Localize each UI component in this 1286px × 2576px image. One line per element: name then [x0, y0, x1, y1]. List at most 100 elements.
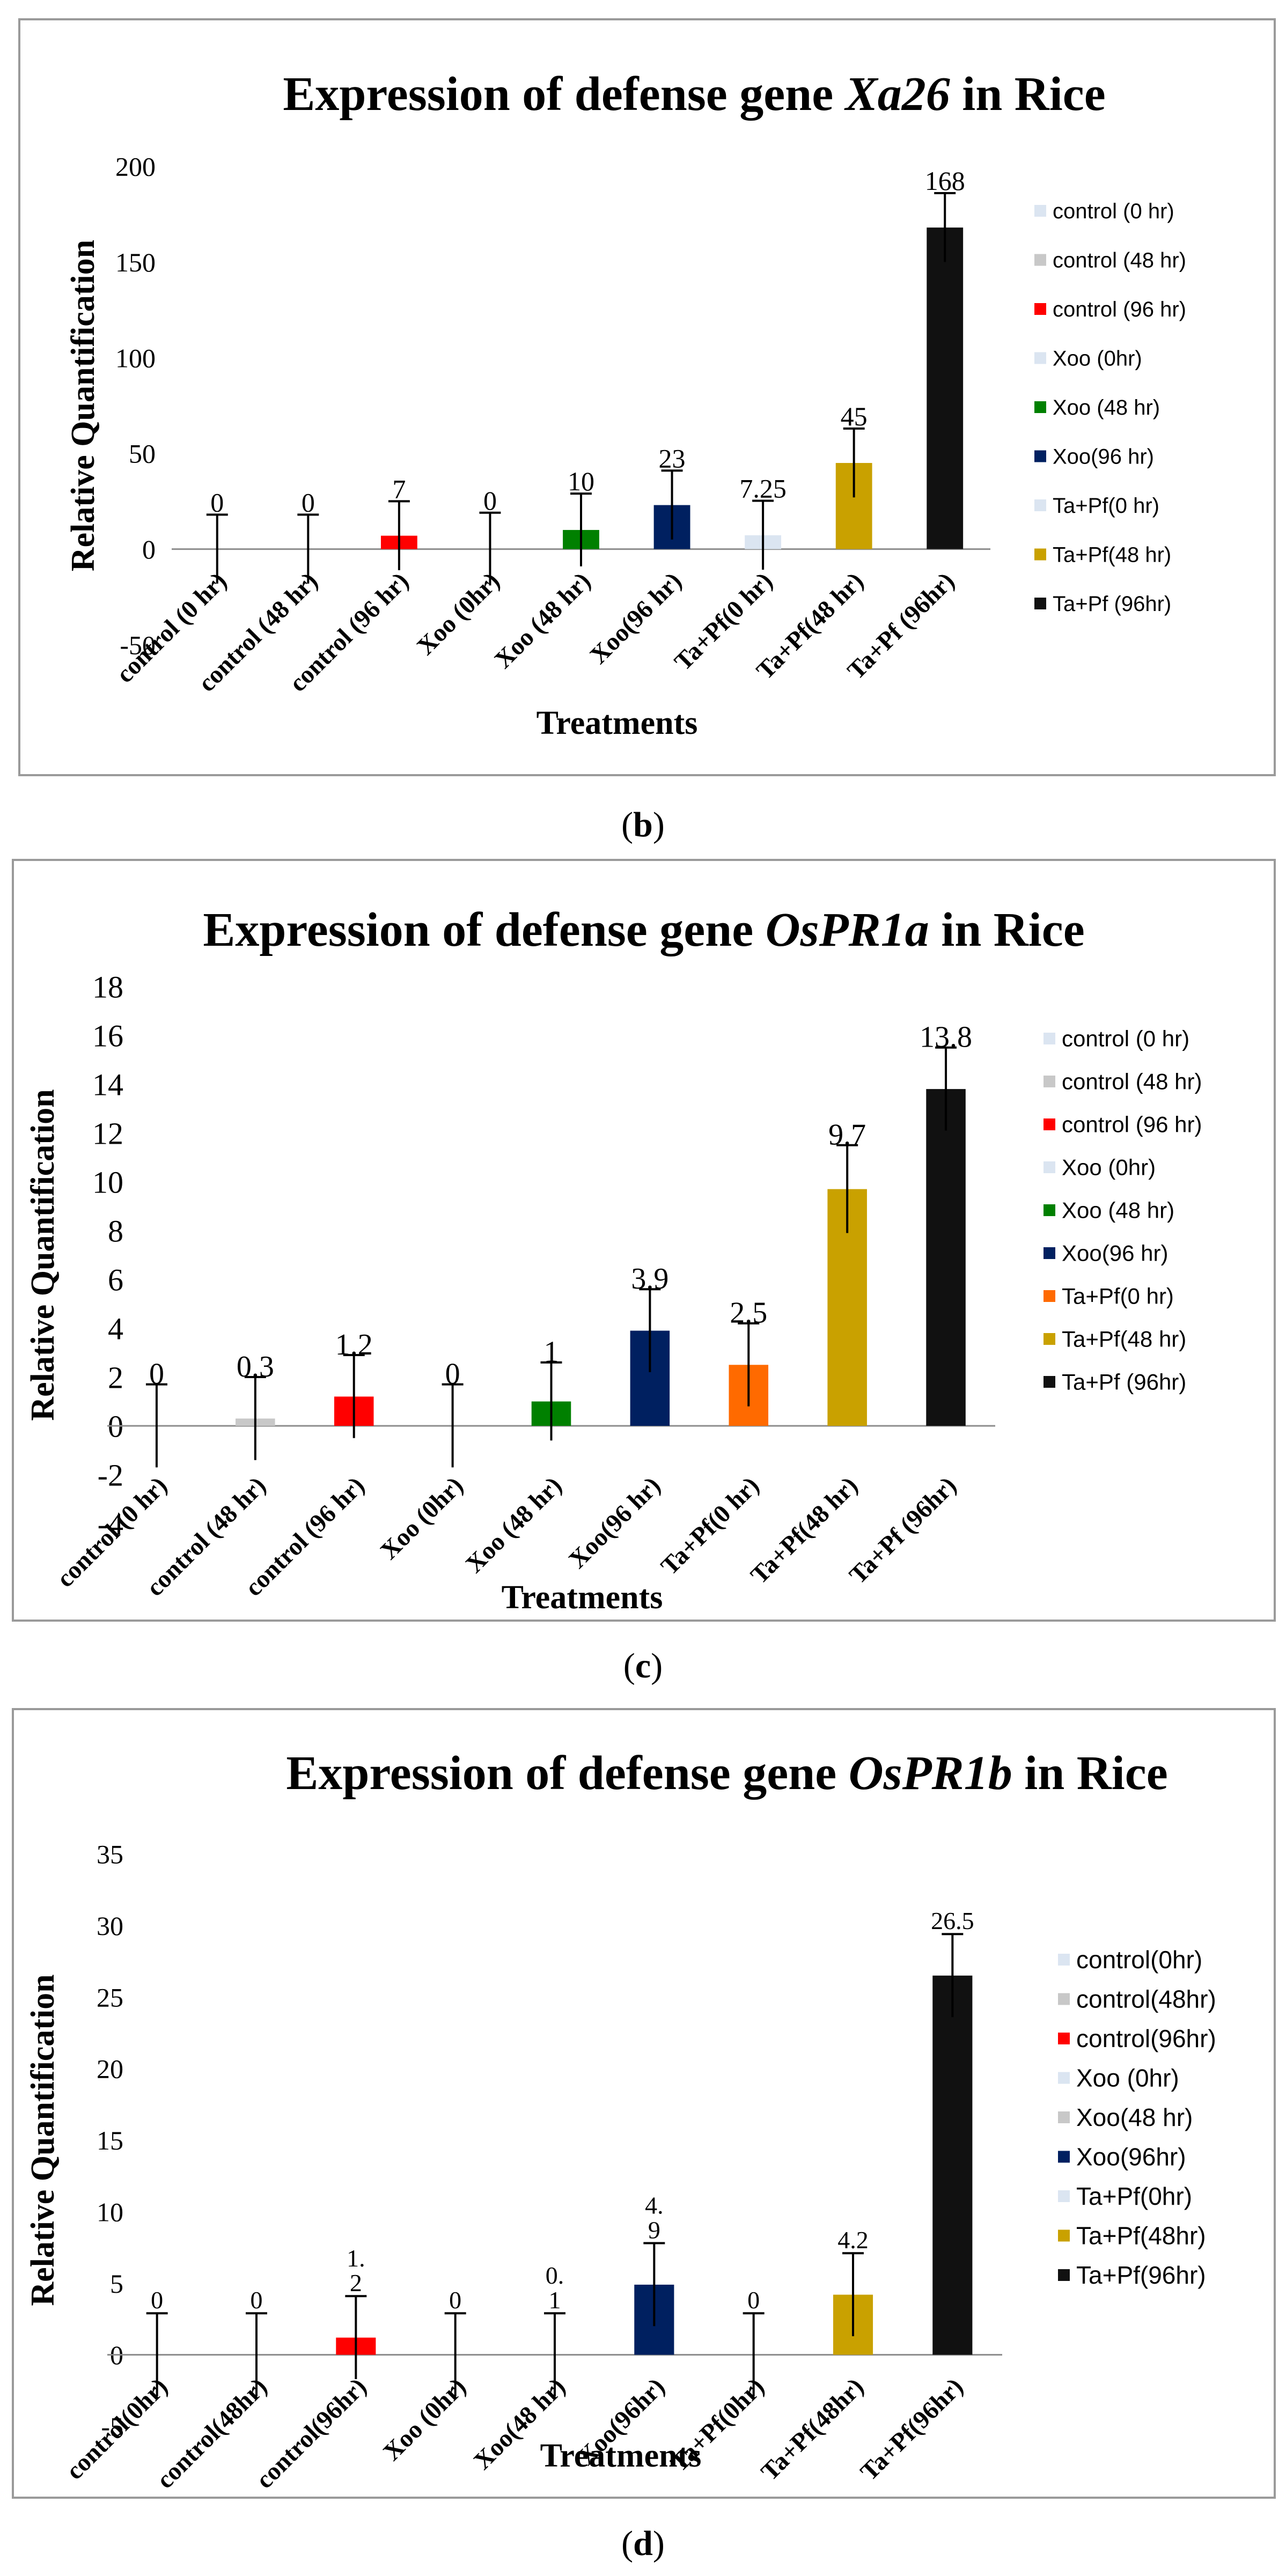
legend-swatch: [1034, 303, 1046, 315]
data-label: 0: [210, 487, 224, 517]
bar: [926, 1089, 966, 1426]
legend-swatch: [1034, 499, 1046, 511]
data-label: 0: [449, 2286, 461, 2314]
data-label: 3.9: [631, 1262, 668, 1296]
y-tick-label: 25: [97, 1982, 123, 2012]
y-tick-label: 2: [108, 1360, 123, 1395]
y-axis-label: Relative Quantification: [25, 1089, 61, 1421]
data-label: 0.3: [237, 1350, 274, 1383]
y-tick-label: 50: [129, 439, 156, 469]
y-tick-label: 0: [142, 534, 156, 564]
legend-swatch: [1058, 2190, 1070, 2202]
x-tick-label: Xoo (0hr): [378, 2373, 471, 2466]
legend-label: Xoo (0hr): [1076, 2064, 1179, 2092]
data-label: 0. 1: [546, 2262, 564, 2314]
data-label: 0: [251, 2286, 263, 2314]
data-label: 2.5: [730, 1297, 767, 1330]
legend-label: Xoo(96 hr): [1053, 445, 1154, 469]
y-tick-label: 18: [92, 969, 123, 1004]
legend-label: Ta+Pf(0 hr): [1062, 1284, 1174, 1309]
data-label: 10: [568, 466, 594, 496]
legend-label: control (96 hr): [1062, 1112, 1202, 1137]
data-label: 0: [149, 1357, 164, 1390]
y-tick-label: 150: [115, 247, 156, 277]
chart-title: Expression of defense gene OsPR1a in Ric…: [203, 903, 1084, 956]
y-tick-label: 12: [92, 1116, 123, 1151]
legend-swatch: [1044, 1076, 1055, 1087]
y-tick-label: 35: [97, 1839, 123, 1870]
legend-label: Xoo (48 hr): [1062, 1198, 1174, 1223]
y-tick-label: 20: [97, 2054, 123, 2084]
legend-label: control (48 hr): [1053, 249, 1186, 273]
y-tick-label: 200: [115, 152, 156, 182]
legend-swatch: [1058, 2111, 1070, 2123]
data-label: 13.8: [920, 1021, 972, 1054]
legend-swatch: [1044, 1033, 1055, 1044]
y-tick-label: 15: [97, 2125, 123, 2155]
data-label: 168: [925, 166, 965, 196]
legend-swatch: [1034, 450, 1046, 462]
data-label: 1.2: [335, 1328, 373, 1361]
legend-label: control (0 hr): [1062, 1026, 1189, 1051]
legend-swatch: [1034, 598, 1046, 609]
legend-label: control(96hr): [1076, 2025, 1216, 2052]
legend-label: Ta+Pf(0 hr): [1053, 494, 1159, 518]
legend-swatch: [1058, 1954, 1070, 1966]
x-axis-label: Treatments: [502, 1579, 663, 1616]
panel-c-frame: [12, 859, 1276, 1622]
y-tick-label: 5: [110, 2269, 123, 2299]
legend-label: Xoo (0hr): [1062, 1155, 1156, 1180]
data-label: 0: [302, 487, 315, 517]
y-tick-label: 16: [92, 1018, 123, 1053]
y-axis-label: Relative Quantification: [65, 240, 101, 571]
legend-swatch: [1044, 1247, 1055, 1259]
legend-swatch: [1058, 2269, 1070, 2281]
legend-label: control (48 hr): [1062, 1069, 1202, 1094]
legend-swatch: [1058, 2033, 1070, 2044]
data-label: 4.2: [837, 2226, 869, 2254]
data-label: 7.25: [739, 474, 787, 504]
bar: [932, 1975, 973, 2355]
chart-title: Expression of defense gene Xa26 in Rice: [283, 68, 1105, 121]
legend-label: Ta+Pf(48 hr): [1062, 1327, 1186, 1352]
y-tick-label: -50: [120, 630, 156, 660]
x-tick-label: Ta+Pf(96hr): [855, 2373, 968, 2486]
legend-label: Ta+Pf(48hr): [1076, 2222, 1206, 2250]
data-label: 1.2: [347, 2244, 365, 2297]
legend-label: Ta+Pf(0hr): [1076, 2182, 1192, 2210]
panel-label-c: (c): [623, 1646, 663, 1686]
data-label: 0: [747, 2286, 760, 2314]
legend-label: Ta+Pf (96hr): [1053, 592, 1171, 616]
legend-label: Xoo(96 hr): [1062, 1241, 1168, 1266]
y-axis-label: Relative Quantification: [25, 1974, 61, 2306]
legend-swatch: [1044, 1161, 1055, 1173]
data-label: 1: [544, 1336, 559, 1369]
panel-label-b: (b): [621, 805, 665, 844]
legend-swatch: [1044, 1204, 1055, 1216]
legend-label: Xoo(96hr): [1076, 2143, 1186, 2171]
panel-label-d: (d): [621, 2524, 665, 2563]
y-tick-label: 4: [108, 1311, 123, 1346]
y-tick-label: 10: [92, 1165, 123, 1199]
legend-label: Ta+Pf(96hr): [1076, 2261, 1206, 2289]
legend-swatch: [1058, 2151, 1070, 2163]
y-tick-label: 6: [108, 1262, 123, 1297]
legend-swatch: [1058, 2072, 1070, 2084]
y-tick-label: 8: [108, 1213, 123, 1248]
data-label: 4. 9: [645, 2191, 664, 2243]
data-label: 23: [659, 443, 686, 473]
data-label: 7: [392, 474, 406, 504]
legend-swatch: [1044, 1290, 1055, 1302]
data-label: 0: [151, 2286, 163, 2314]
data-label: 26.5: [931, 1907, 974, 1934]
legend-label: Ta+Pf(48 hr): [1053, 543, 1171, 567]
legend-label: Ta+Pf (96hr): [1062, 1370, 1186, 1395]
panel-b-frame: [18, 18, 1276, 776]
x-axis-label: Treatments: [537, 705, 698, 741]
data-label: 9.7: [828, 1118, 866, 1152]
y-tick-label: -4: [98, 1506, 123, 1541]
legend-swatch: [1034, 352, 1046, 364]
